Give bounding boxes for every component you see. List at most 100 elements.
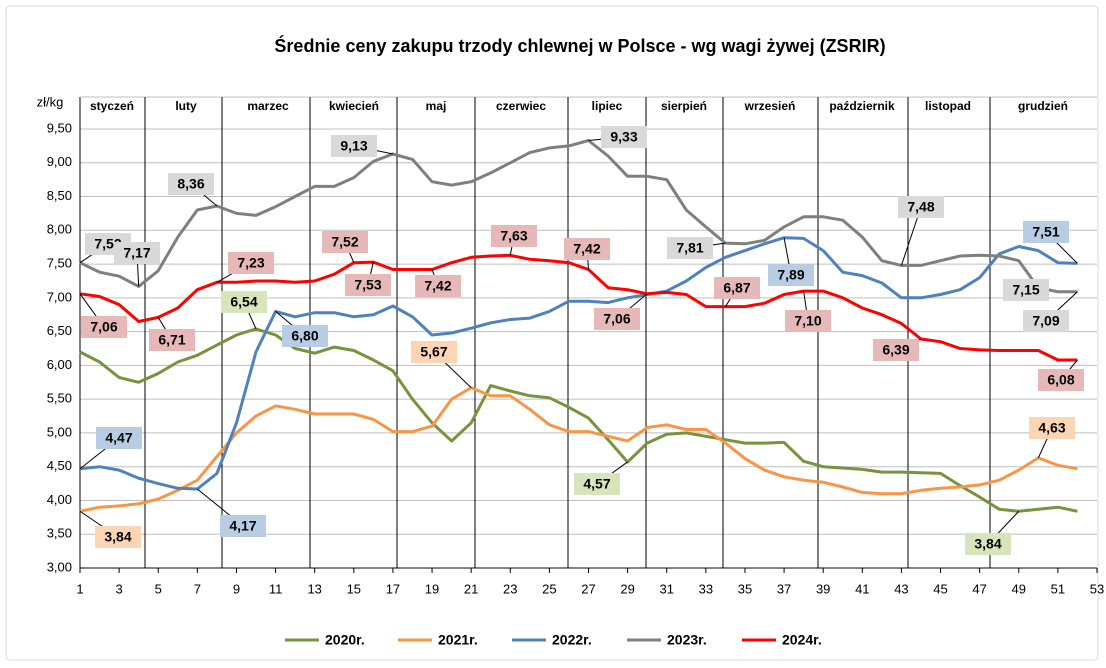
- label-box: [667, 237, 713, 259]
- data-label: 7,89: [777, 267, 804, 283]
- label-box: [282, 325, 328, 347]
- data-label: 7,81: [676, 240, 703, 256]
- y-tick-label: 5,00: [47, 424, 72, 439]
- data-label: 6,80: [291, 328, 318, 344]
- month-label: lipiec: [592, 99, 623, 113]
- x-tick-label: 37: [777, 581, 791, 596]
- y-tick-label: 3,50: [47, 526, 72, 541]
- x-tick-label: 17: [386, 581, 400, 596]
- label-box: [785, 310, 831, 332]
- month-label: listopad: [925, 99, 971, 113]
- data-label: 6,71: [158, 332, 185, 348]
- x-tick-label: 51: [1051, 581, 1065, 596]
- data-label: 5,67: [420, 344, 447, 360]
- x-tick-label: 15: [347, 581, 361, 596]
- data-label: 7,09: [1032, 313, 1059, 329]
- y-tick-label: 4,00: [47, 492, 72, 507]
- data-label: 7,17: [123, 245, 150, 261]
- data-label: 7,52: [331, 234, 358, 250]
- data-label: 4,17: [229, 518, 256, 534]
- y-tick-label: 8,00: [47, 222, 72, 237]
- data-label: 7,63: [500, 228, 527, 244]
- x-tick-label: 27: [581, 581, 595, 596]
- label-box: [965, 533, 1011, 555]
- data-label: 6,54: [230, 294, 257, 310]
- data-label: 9,33: [610, 129, 637, 145]
- data-label: 6,87: [723, 280, 750, 296]
- chart-title: Średnie ceny zakupu trzody chlewnej w Po…: [274, 35, 885, 56]
- label-box: [114, 242, 160, 264]
- legend-label: 2021r.: [438, 632, 478, 648]
- x-tick-label: 11: [269, 581, 283, 596]
- month-label: sierpień: [661, 99, 707, 113]
- month-label: grudzień: [1018, 99, 1068, 113]
- label-box: [149, 329, 195, 351]
- y-tick-label: 7,00: [47, 289, 72, 304]
- month-label: wrzesień: [744, 99, 796, 113]
- month-label: maj: [426, 99, 447, 113]
- legend-label: 2024r.: [782, 632, 822, 648]
- data-label: 4,47: [105, 430, 132, 446]
- y-tick-label: 6,50: [47, 323, 72, 338]
- legend-label: 2023r.: [667, 632, 707, 648]
- x-tick-label: 45: [933, 581, 947, 596]
- y-tick-label: 9,50: [47, 120, 72, 135]
- x-tick-label: 41: [855, 581, 869, 596]
- x-tick-label: 21: [464, 581, 478, 596]
- y-tick-label: 9,00: [47, 154, 72, 169]
- x-tick-label: 53: [1090, 581, 1104, 596]
- chart-frame: [5, 5, 1099, 661]
- label-box: [228, 252, 274, 274]
- y-tick-label: 6,00: [47, 357, 72, 372]
- x-tick-label: 31: [659, 581, 673, 596]
- data-label: 3,84: [974, 536, 1001, 552]
- data-label: 7,06: [603, 311, 630, 327]
- data-label: 6,08: [1047, 372, 1074, 388]
- y-tick-label: 7,50: [47, 256, 72, 271]
- label-box: [1029, 417, 1075, 439]
- x-tick-label: 29: [620, 581, 634, 596]
- x-tick-label: 33: [699, 581, 713, 596]
- label-box: [411, 341, 457, 363]
- label-box: [81, 316, 127, 338]
- data-label: 3,84: [104, 529, 131, 545]
- data-label: 7,23: [237, 255, 264, 271]
- x-tick-label: 39: [816, 581, 830, 596]
- x-tick-label: 47: [972, 581, 986, 596]
- legend-label: 2022r.: [552, 632, 592, 648]
- data-label: 7,42: [573, 241, 600, 257]
- data-label: 7,42: [424, 278, 451, 294]
- month-label: styczeń: [90, 99, 134, 113]
- series-line: [79, 139, 1078, 294]
- label-box: [564, 238, 610, 260]
- label-box: [220, 515, 266, 537]
- data-label: 4,63: [1038, 420, 1065, 436]
- data-label: 7,53: [354, 277, 381, 293]
- x-tick-label: 23: [503, 581, 517, 596]
- x-tick-label: 43: [894, 581, 908, 596]
- legend-label: 2020r.: [325, 632, 365, 648]
- x-tick-label: 9: [233, 581, 240, 596]
- series-line: [79, 253, 1078, 362]
- series-line: [79, 236, 1078, 491]
- x-tick-label: 49: [1012, 581, 1026, 596]
- x-tick-label: 25: [542, 581, 556, 596]
- y-tick-label: 3,00: [47, 559, 72, 574]
- y-axis-label: zł/kg: [37, 94, 64, 109]
- data-label: 7,51: [1032, 224, 1059, 240]
- x-tick-label: 3: [115, 581, 122, 596]
- label-box: [168, 173, 214, 195]
- data-label: 4,57: [583, 476, 610, 492]
- label-box: [322, 231, 368, 253]
- label-box: [714, 277, 760, 299]
- data-label: 7,06: [90, 319, 117, 335]
- x-tick-label: 35: [738, 581, 752, 596]
- y-tick-label: 5,50: [47, 391, 72, 406]
- data-label: 7,10: [794, 313, 821, 329]
- label-box: [898, 196, 944, 218]
- label-box: [768, 264, 814, 286]
- month-label: czerwiec: [496, 99, 546, 113]
- y-tick-label: 8,50: [47, 188, 72, 203]
- month-label: kwiecień: [329, 99, 379, 113]
